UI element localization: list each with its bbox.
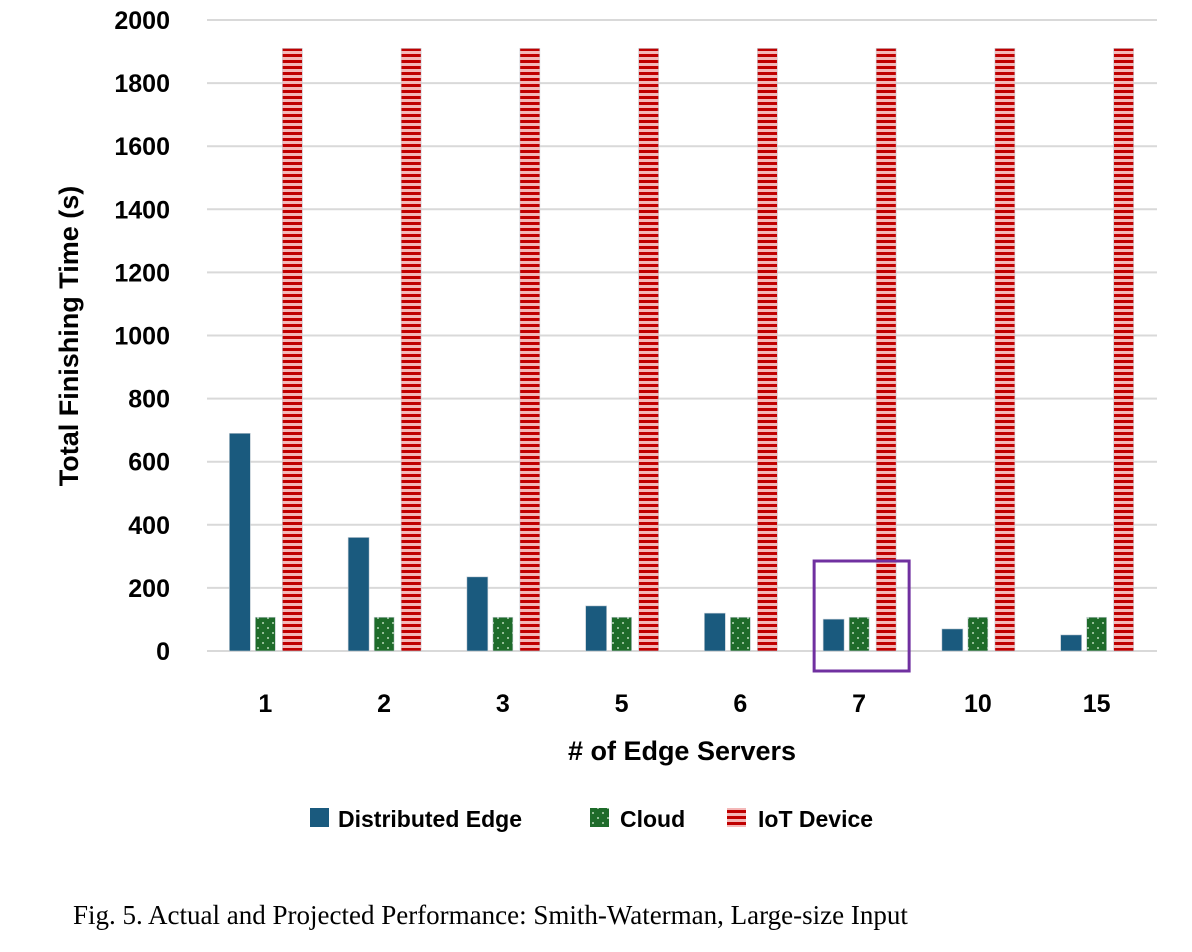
legend-swatch-cloud bbox=[590, 808, 609, 827]
y-tick-label: 2000 bbox=[114, 7, 170, 35]
y-axis-label: Total Finishing Time (s) bbox=[54, 186, 84, 487]
bar-iot-device bbox=[994, 48, 1016, 652]
y-tick-label: 1800 bbox=[114, 70, 170, 98]
bar-cloud bbox=[492, 616, 514, 652]
x-tick-label: 10 bbox=[964, 690, 992, 718]
y-tick-label: 600 bbox=[128, 449, 170, 477]
x-tick-label: 2 bbox=[377, 690, 391, 718]
y-tick-label: 800 bbox=[128, 386, 170, 414]
y-tick-label: 1400 bbox=[114, 196, 170, 224]
y-tick-label: 0 bbox=[156, 638, 170, 666]
legend-label: IoT Device bbox=[758, 806, 873, 832]
legend-swatch-iot-device bbox=[727, 808, 746, 827]
bar-iot-device bbox=[757, 48, 778, 652]
y-tick-label: 200 bbox=[128, 575, 170, 603]
x-tick-label: 7 bbox=[852, 690, 866, 718]
bar-iot-device bbox=[400, 48, 422, 652]
bar-cloud bbox=[373, 616, 395, 652]
y-tick-label: 1200 bbox=[114, 259, 170, 287]
bar-cloud bbox=[848, 616, 870, 652]
legend-label: Distributed Edge bbox=[338, 806, 522, 832]
figure-caption: Fig. 5. Actual and Projected Performance… bbox=[73, 900, 908, 930]
bar-iot-device bbox=[875, 48, 897, 652]
bar-cloud bbox=[730, 616, 751, 652]
bar-iot-device bbox=[1113, 48, 1134, 652]
bar-iot-device bbox=[638, 48, 659, 652]
bar-cloud bbox=[611, 616, 632, 652]
x-tick-label: 15 bbox=[1083, 690, 1111, 718]
bar-distributed-edge bbox=[229, 433, 251, 652]
bar-iot-device bbox=[282, 48, 303, 652]
bar-cloud bbox=[1086, 616, 1107, 652]
bar-distributed-edge bbox=[941, 628, 964, 652]
highlight-box bbox=[812, 559, 911, 673]
y-tick-label: 400 bbox=[128, 512, 170, 540]
y-tick-labels: 0 200 400 600 800 1000 1200 1400 1600 1800 2000 bbox=[114, 7, 170, 666]
bar-distributed-edge bbox=[347, 537, 370, 652]
y-tick-label: 1000 bbox=[114, 323, 170, 351]
bar-distributed-edge bbox=[466, 576, 489, 652]
x-tick-labels: 1 2 3 5 6 7 10 15 bbox=[258, 690, 1110, 718]
x-tick-label: 5 bbox=[615, 690, 629, 718]
bar-iot-device bbox=[519, 48, 541, 652]
x-tick-label: 6 bbox=[733, 690, 747, 718]
bar-cloud bbox=[967, 616, 989, 652]
bar-distributed-edge bbox=[822, 618, 845, 652]
x-axis-label: # of Edge Servers bbox=[568, 736, 796, 766]
x-tick-label: 1 bbox=[258, 690, 272, 718]
bar-distributed-edge bbox=[585, 605, 607, 652]
bars bbox=[229, 48, 1134, 652]
bar-cloud bbox=[255, 616, 276, 652]
legend: Distributed Edge Cloud IoT Device bbox=[310, 806, 873, 832]
bar-distributed-edge bbox=[704, 612, 726, 652]
y-tick-label: 1600 bbox=[114, 133, 170, 161]
legend-label: Cloud bbox=[620, 806, 685, 832]
bar-distributed-edge bbox=[1060, 634, 1082, 652]
legend-swatch-distributed-edge bbox=[310, 808, 329, 827]
x-tick-label: 3 bbox=[496, 690, 510, 718]
